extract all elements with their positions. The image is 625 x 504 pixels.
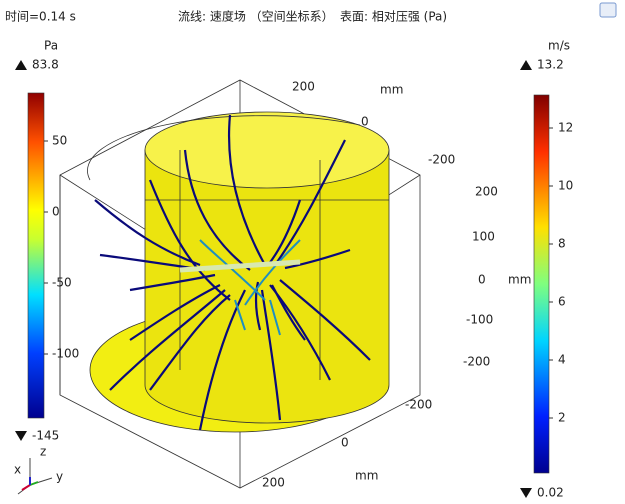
axis-label: -200 xyxy=(463,355,490,369)
axis-label: mm xyxy=(380,83,403,97)
axis-triad xyxy=(17,458,53,495)
colorbar xyxy=(533,94,550,474)
streamline-label: 流线: 速度场 （空间坐标系） xyxy=(178,9,334,24)
axis-label: -100 xyxy=(466,313,493,327)
right-colorbar: m/s 13.2 12 10 8 6 4 2 0.02 xyxy=(520,39,573,500)
axis-label: 100 xyxy=(472,230,495,244)
streamlines xyxy=(94,114,371,431)
tick-label: 4 xyxy=(558,353,566,367)
tick-label: 0 xyxy=(52,205,60,219)
tick-label: 2 xyxy=(558,411,566,425)
axis-label: mm xyxy=(355,469,378,483)
toolbar-icon[interactable] xyxy=(599,2,617,18)
tick-label: -50 xyxy=(52,276,72,290)
surface-label: 表面: 相对压强 (Pa) xyxy=(340,10,447,24)
axis-label: 0 xyxy=(478,273,486,287)
min-triangle xyxy=(520,488,532,498)
axis-label: -200 xyxy=(405,398,432,412)
axis-label: mm xyxy=(508,273,531,287)
axis-label: 200 xyxy=(475,185,498,199)
tick-label: 10 xyxy=(558,179,573,193)
axis-label: 200 xyxy=(262,476,285,490)
colorbar-min: 0.02 xyxy=(537,486,564,500)
colorbar xyxy=(27,92,45,419)
max-triangle xyxy=(15,60,27,70)
left-colorbar: Pa 83.8 50 0 -50 -100 -145 xyxy=(15,39,79,443)
tick-label: 8 xyxy=(558,237,566,251)
colorbar-unit: Pa xyxy=(44,39,58,53)
tick-label: 50 xyxy=(52,134,67,148)
colorbar-max: 83.8 xyxy=(32,58,59,72)
tick-label: 12 xyxy=(558,121,573,135)
triad-label: x xyxy=(14,463,21,477)
triad-label: y xyxy=(56,470,63,484)
min-triangle xyxy=(15,431,27,441)
colorbar-min: -145 xyxy=(32,429,59,443)
tick-label: -100 xyxy=(52,347,79,361)
axis-label: 0 xyxy=(361,115,369,129)
axis-label: 200 xyxy=(292,80,315,94)
triad-label: z xyxy=(40,445,46,459)
axis-labels: 200 mm 0 -200 200 100 0 -100 -200 mm -200 0 mm 200 zy x xyxy=(14,80,531,490)
axis-label: 0 xyxy=(341,436,349,450)
time-label: 时间=0.14 s xyxy=(5,10,76,24)
max-triangle xyxy=(520,60,532,70)
colorbar-unit: m/s xyxy=(548,39,570,53)
colorbar-max: 13.2 xyxy=(537,58,564,72)
axis-label: -200 xyxy=(428,153,455,167)
tick-label: 6 xyxy=(558,295,566,309)
cylinder xyxy=(87,111,390,433)
